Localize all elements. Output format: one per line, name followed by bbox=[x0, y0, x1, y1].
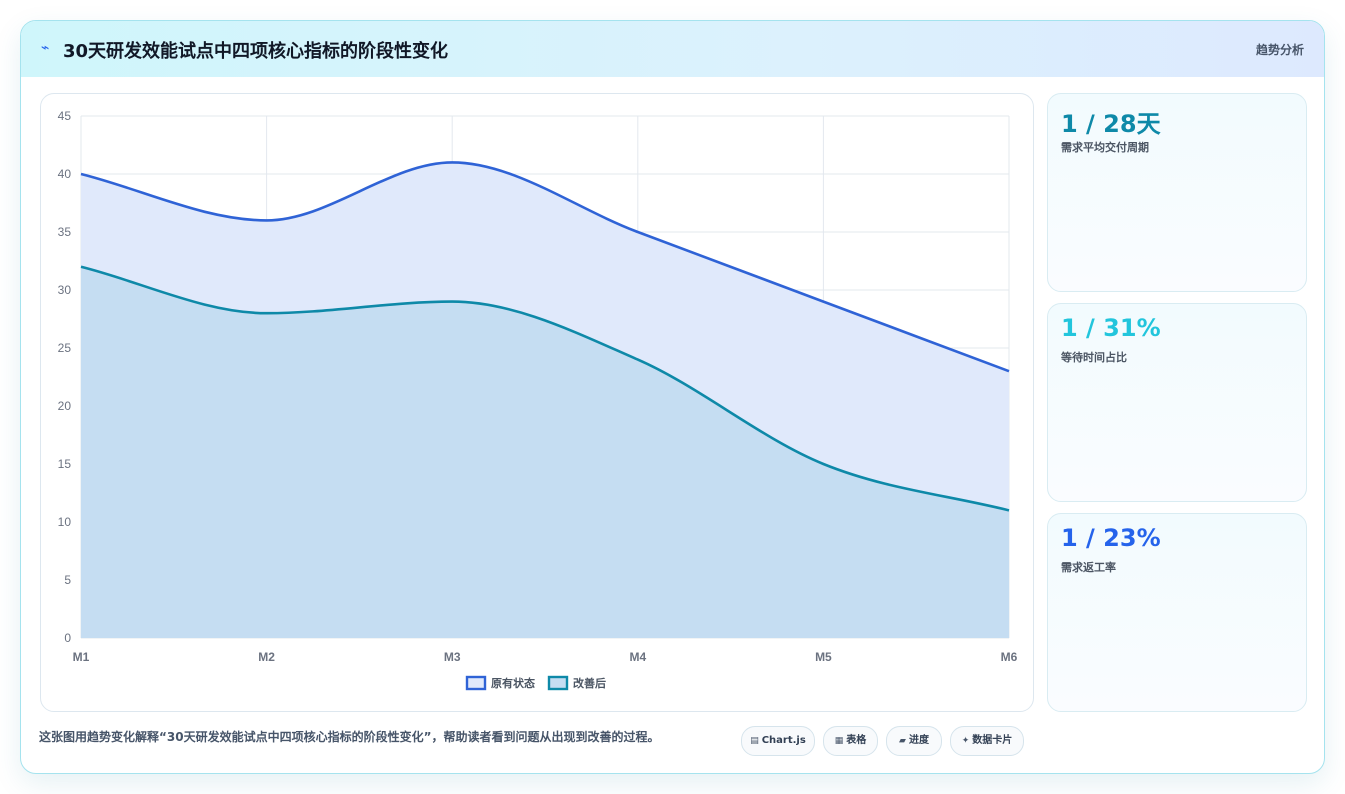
pill-label: 数据卡片 bbox=[972, 735, 1013, 746]
chart-panel: 0 5 10 15 20 25 30 35 40 45 M1 M2 M3 M4 M5 M6 原有状态 改善后 bbox=[40, 93, 1034, 712]
y-tick-label: 20 bbox=[58, 399, 72, 413]
series-line-0 bbox=[80, 161, 1010, 373]
y-tick-label: 35 bbox=[58, 225, 72, 239]
card-header: ⌁ 30天研发效能试点中四项核心指标的阶段性变化 趋势分析 bbox=[21, 21, 1324, 77]
pill-data-card[interactable]: ✦ 数据卡片 bbox=[950, 726, 1024, 756]
chart-description: 这张图用趋势变化解释“30天研发效能试点中四项核心指标的阶段性变化”，帮助读者看… bbox=[39, 730, 660, 744]
y-tick-label: 15 bbox=[58, 457, 72, 471]
y-tick-label: 5 bbox=[64, 573, 71, 587]
legend-label-1: 改善后 bbox=[573, 676, 606, 690]
pill-chartjs[interactable]: ▤ Chart.js bbox=[741, 726, 815, 756]
pill-progress[interactable]: ▰ 进度 bbox=[886, 726, 942, 756]
x-tick-label: M4 bbox=[629, 650, 646, 664]
y-tick-label: 0 bbox=[64, 631, 71, 645]
x-tick-label: M6 bbox=[1001, 650, 1018, 664]
series-area-1 bbox=[81, 266, 1009, 638]
kpi-label: 需求平均交付周期 bbox=[1061, 141, 1149, 154]
pill-label: 进度 bbox=[908, 735, 929, 746]
y-tick-label: 40 bbox=[58, 167, 72, 181]
kpi-label: 等待时间占比 bbox=[1061, 351, 1127, 364]
y-tick-label: 30 bbox=[58, 283, 72, 297]
x-tick-label: M2 bbox=[258, 650, 275, 664]
sparkle-icon: ✦ bbox=[961, 736, 970, 746]
kpi-value: 1 / 28天 bbox=[1061, 110, 1161, 138]
kpi-value: 1 / 23% bbox=[1061, 524, 1161, 552]
area-chart: 0 5 10 15 20 25 30 35 40 45 M1 M2 M3 M4 M5 M6 原有状态 改善后 bbox=[58, 109, 1018, 691]
kpi-label: 需求返工率 bbox=[1061, 561, 1116, 574]
page-title: 30天研发效能试点中四项核心指标的阶段性变化 bbox=[63, 41, 449, 62]
legend-label-0: 原有状态 bbox=[491, 676, 535, 690]
kpi-card-delivery-cycle: 1 / 28天 需求平均交付周期 bbox=[1047, 93, 1307, 292]
pill-table[interactable]: ▦ 表格 bbox=[823, 726, 878, 756]
legend-swatch-0 bbox=[465, 675, 487, 691]
y-tick-label: 10 bbox=[58, 515, 72, 529]
pill-label: Chart.js bbox=[761, 735, 806, 746]
table-icon: ▤ bbox=[750, 736, 759, 746]
legend-swatch-1 bbox=[547, 675, 569, 691]
trend-analysis-tag: 趋势分析 bbox=[1255, 43, 1304, 57]
y-tick-label: 25 bbox=[58, 341, 72, 355]
kpi-card-rework-rate: 1 / 23% 需求返工率 bbox=[1047, 513, 1307, 712]
chart-icon: ⌁ bbox=[41, 40, 50, 56]
y-tick-label: 45 bbox=[58, 109, 72, 123]
kpi-card-wait-time: 1 / 31% 等待时间占比 bbox=[1047, 303, 1307, 502]
pill-label: 表格 bbox=[846, 735, 867, 746]
grid-icon: ▦ bbox=[834, 736, 844, 746]
dashboard-card: ⌁ 30天研发效能试点中四项核心指标的阶段性变化 趋势分析 0 5 10 15 20 25… bbox=[20, 20, 1325, 774]
x-tick-label: M1 bbox=[73, 650, 90, 664]
progress-icon: ▰ bbox=[899, 736, 906, 746]
x-tick-label: M5 bbox=[815, 650, 832, 664]
x-tick-label: M3 bbox=[444, 650, 461, 664]
kpi-value: 1 / 31% bbox=[1061, 314, 1161, 342]
series-line-1 bbox=[80, 265, 1010, 512]
